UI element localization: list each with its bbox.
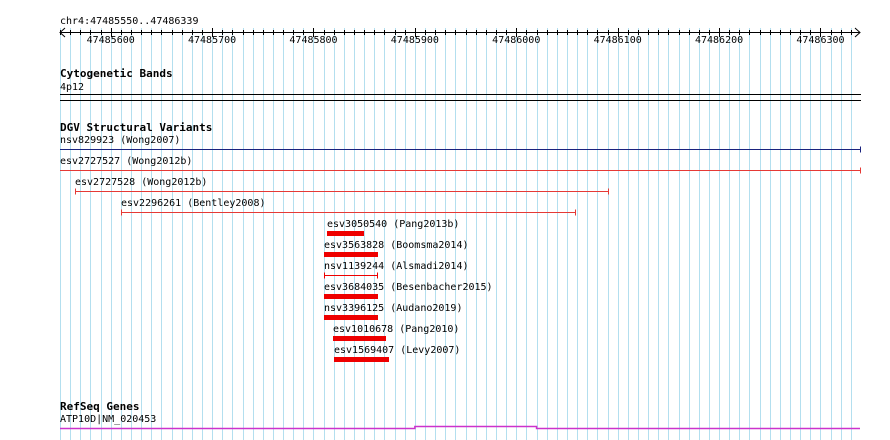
dgv-feature-label[interactable]: esv3563828 (Boomsma2014) — [324, 240, 469, 251]
dgv-feature-glyph[interactable] — [75, 188, 609, 195]
dgv-feature-label[interactable]: esv2727527 (Wong2012b) — [60, 156, 193, 167]
dgv-feature-glyph[interactable] — [324, 252, 378, 257]
ruler-tick-label: 47485700 — [187, 35, 237, 46]
refseq-track-title[interactable]: RefSeq Genes — [60, 400, 140, 413]
coordinate-label: chr4:47485550..47486339 — [60, 16, 199, 27]
dgv-feature-label[interactable]: esv1010678 (Pang2010) — [333, 324, 460, 335]
dgv-feature-glyph[interactable] — [324, 272, 378, 279]
dgv-feature-glyph[interactable] — [324, 294, 378, 299]
dgv-feature-label[interactable]: nsv1139244 (Alsmadi2014) — [324, 261, 469, 272]
ruler-tick-label: 47485800 — [289, 35, 338, 46]
dgv-feature-label[interactable]: nsv829923 (Wong2007) — [60, 135, 181, 146]
refseq-gene-glyph[interactable] — [60, 425, 860, 430]
dgv-feature-label[interactable]: nsv3396125 (Audano2019) — [324, 303, 463, 314]
dgv-feature-glyph[interactable] — [121, 209, 576, 216]
dgv-feature-label[interactable]: esv1569407 (Levy2007) — [334, 345, 461, 356]
dgv-track-title[interactable]: DGV Structural Variants — [60, 121, 213, 134]
dgv-feature-label[interactable]: esv2296261 (Bentley2008) — [121, 198, 266, 209]
ruler-tick-label: 47486300 — [796, 35, 845, 46]
dgv-feature-glyph[interactable] — [324, 315, 378, 320]
dgv-feature-glyph[interactable] — [333, 336, 386, 341]
ruler-tick-label: 47486200 — [694, 35, 744, 46]
dgv-feature-glyph[interactable] — [60, 167, 861, 174]
dgv-feature-label[interactable]: esv2727528 (Wong2012b) — [75, 177, 208, 188]
dgv-feature-label[interactable]: esv3684035 (Besenbacher2015) — [324, 282, 493, 293]
refseq-gene-label[interactable]: ATP10D|NM_020453 — [60, 414, 157, 425]
ruler-tick-label: 47485900 — [390, 35, 439, 46]
cytoband-track-title[interactable]: Cytogenetic Bands — [60, 67, 173, 80]
ruler-tick-label: 47486100 — [593, 35, 642, 46]
dgv-feature-label[interactable]: esv3050540 (Pang2013b) — [327, 219, 460, 230]
dgv-feature-glyph[interactable] — [60, 146, 861, 153]
ruler-right-arrow — [854, 27, 861, 38]
dgv-feature-glyph[interactable] — [327, 231, 364, 236]
cytoband-label[interactable]: 4p12 — [60, 82, 85, 93]
ruler-tick-label: 47486000 — [492, 35, 541, 46]
ruler-tick-label: 47485600 — [86, 35, 135, 46]
dgv-feature-glyph[interactable] — [334, 357, 389, 362]
